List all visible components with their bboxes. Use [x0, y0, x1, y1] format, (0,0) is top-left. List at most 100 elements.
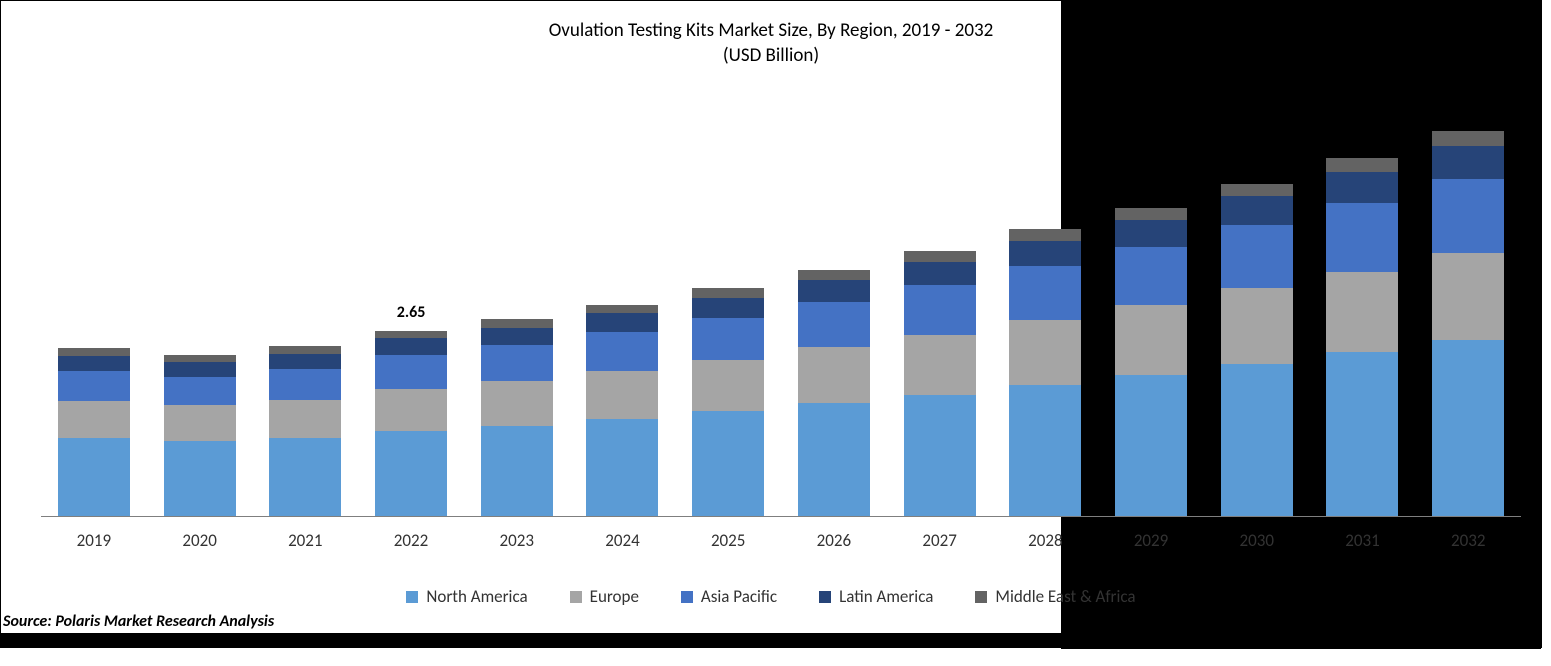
bar-segment: [58, 356, 130, 371]
bar-segment: [375, 389, 447, 431]
x-tick-label: 2024: [570, 530, 676, 551]
legend-label: North America: [426, 586, 527, 607]
bar-segment: [269, 400, 341, 438]
bar-segment: [164, 405, 236, 441]
legend-label: Latin America: [839, 586, 933, 607]
bar-segment: [375, 338, 447, 355]
bar-segment: [164, 377, 236, 405]
legend-label: Europe: [590, 586, 639, 607]
bar-segment: [375, 355, 447, 389]
bar-segment: [904, 285, 976, 335]
bar-segment: [1326, 352, 1398, 517]
bar-segment: [1115, 208, 1187, 220]
chart-title-line1: Ovulation Testing Kits Market Size, By R…: [1, 19, 1541, 42]
x-tick-label: 2029: [1098, 530, 1204, 551]
bar-segment: [586, 371, 658, 419]
bar-stack: [1326, 158, 1398, 517]
bar-segment: [58, 401, 130, 438]
bar-segment: [586, 419, 658, 517]
bar-segment: [798, 403, 870, 517]
bar-segment: [58, 438, 130, 517]
bar-segment: [481, 426, 553, 517]
bar-stack: [58, 348, 130, 517]
bar-segment: [798, 302, 870, 348]
bar-stack: [586, 305, 658, 517]
bar-segment: [1115, 220, 1187, 247]
bar-segment: [904, 262, 976, 285]
legend-label: Middle East & Africa: [995, 586, 1135, 607]
bar-segment: [692, 318, 764, 360]
bar-segment: [269, 354, 341, 369]
x-axis-line: [41, 516, 1521, 517]
bar-segment: [269, 438, 341, 517]
x-tick-label: 2028: [992, 530, 1098, 551]
bar-segment: [1432, 179, 1504, 253]
bar-segment: [269, 369, 341, 399]
bar-segment: [1009, 241, 1081, 266]
bar-stack: [1009, 229, 1081, 517]
x-tick-label: 2022: [358, 530, 464, 551]
source-caption: Source: Polaris Market Research Analysis: [3, 612, 274, 631]
bar-segment: [1432, 146, 1504, 179]
bar-segment: [1432, 340, 1504, 517]
bar-segment: [1115, 247, 1187, 305]
chart-title-line2: (USD Billion): [1, 44, 1541, 67]
chart-container: Ovulation Testing Kits Market Size, By R…: [0, 0, 1542, 648]
bar-column: [1204, 184, 1310, 517]
bar-segment: [481, 381, 553, 425]
bar-stack: [164, 355, 236, 517]
bar-segment: [692, 288, 764, 297]
bar-segment: [1009, 385, 1081, 517]
legend-swatch: [681, 591, 693, 603]
legend-swatch: [975, 591, 987, 603]
bar-column: [464, 319, 570, 517]
bar-segment: [58, 348, 130, 356]
bar-segment: [692, 411, 764, 517]
bar-column: [1310, 158, 1416, 517]
legend-item: Middle East & Africa: [975, 586, 1135, 607]
bar-segment: [269, 346, 341, 354]
bar-segment: [1009, 266, 1081, 320]
bar-segment: [904, 251, 976, 262]
bar-stack: [481, 319, 553, 517]
bar-segment: [481, 345, 553, 381]
bar-segment: [1221, 184, 1293, 197]
x-tick-label: 2020: [147, 530, 253, 551]
x-tick-label: 2032: [1415, 530, 1521, 551]
bar-segment: [1221, 196, 1293, 225]
bar-segment: [1221, 288, 1293, 363]
legend-label: Asia Pacific: [701, 586, 777, 607]
bar-column: [252, 346, 358, 517]
bar-segment: [375, 431, 447, 517]
bar-segment: [164, 441, 236, 517]
bar-stack: [798, 270, 870, 517]
x-tick-label: 2026: [781, 530, 887, 551]
bar-column: [781, 270, 887, 517]
bar-segment: [481, 319, 553, 327]
bar-segment: [375, 331, 447, 339]
chart-titles: Ovulation Testing Kits Market Size, By R…: [1, 1, 1541, 67]
bar-column: [675, 288, 781, 517]
bar-segment: [164, 362, 236, 377]
legend: North America Europe Asia Pacific Latin Ame…: [1, 586, 1541, 607]
bar-stack: [1432, 131, 1504, 517]
legend-item: Latin America: [819, 586, 933, 607]
bar-segment: [1009, 229, 1081, 240]
bar-segment: [798, 270, 870, 280]
bar-stack: [904, 251, 976, 517]
bars-group: 2.65: [41, 111, 1521, 517]
bar-segment: [1326, 272, 1398, 353]
bar-segment: [1009, 320, 1081, 385]
bar-segment: [1115, 375, 1187, 517]
legend-swatch: [406, 591, 418, 603]
bar-column: [992, 229, 1098, 517]
legend-item: Europe: [570, 586, 639, 607]
bar-segment: [904, 335, 976, 395]
bar-segment: [692, 298, 764, 318]
bar-stack: [1221, 184, 1293, 517]
bar-segment: [1221, 225, 1293, 288]
bar-segment: [1221, 364, 1293, 517]
bar-segment: [586, 332, 658, 371]
bar-column: [887, 251, 993, 517]
bar-column: [1415, 131, 1521, 517]
